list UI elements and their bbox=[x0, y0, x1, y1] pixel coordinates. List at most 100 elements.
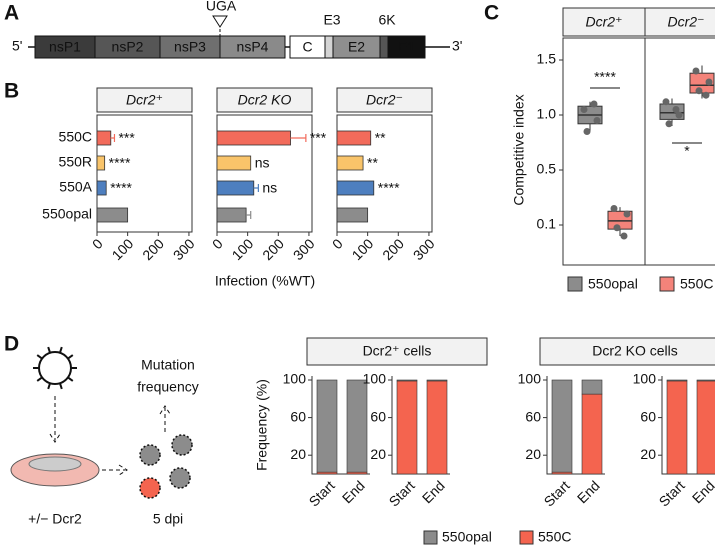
bar-segment bbox=[581, 379, 603, 395]
point bbox=[662, 98, 670, 106]
x-tick-label: 100 bbox=[229, 235, 257, 263]
group-title: Dcr2⁺ cells bbox=[363, 343, 432, 359]
x-tick-label: Start bbox=[386, 477, 418, 509]
virus-spike bbox=[47, 382, 52, 390]
plot-frame bbox=[96, 114, 193, 233]
legend-label: 550opal bbox=[442, 529, 492, 545]
segment-label: C bbox=[302, 39, 312, 55]
facet-title: Dcr2⁻ bbox=[668, 14, 705, 30]
genome-segment bbox=[379, 35, 389, 59]
panel-letter: A bbox=[4, 2, 19, 25]
point bbox=[590, 100, 598, 108]
virus-spike bbox=[58, 382, 63, 390]
segment-label: nsP2 bbox=[112, 39, 144, 55]
y-tick-label: 550C bbox=[59, 129, 92, 145]
group-header bbox=[539, 337, 715, 366]
y-tick-label: 60 bbox=[640, 408, 656, 424]
group-title: Dcr2 KO cells bbox=[592, 343, 678, 359]
x-tick-label: 200 bbox=[139, 235, 167, 263]
point bbox=[705, 78, 713, 86]
panel-letter: C bbox=[484, 2, 499, 25]
y-tick-label: 1.0 bbox=[537, 106, 557, 122]
y-tick-label: 100 bbox=[633, 371, 657, 387]
significance: ns bbox=[262, 180, 277, 196]
y-tick-label: 550R bbox=[59, 154, 92, 170]
y-tick-label: 100 bbox=[363, 371, 387, 387]
segment-label: nsP4 bbox=[237, 39, 269, 55]
bar bbox=[336, 155, 364, 171]
y-tick-label: 60 bbox=[370, 408, 386, 424]
facet-header bbox=[644, 7, 715, 37]
arrow bbox=[102, 464, 128, 476]
segment-label: nsP3 bbox=[174, 39, 206, 55]
bar bbox=[216, 155, 252, 171]
y-tick-label: 1.5 bbox=[537, 51, 557, 67]
significance: **** bbox=[594, 69, 616, 85]
y-tick-label: 60 bbox=[525, 408, 541, 424]
error-bar bbox=[246, 211, 252, 219]
box bbox=[689, 72, 715, 94]
legend-label: 550opal bbox=[588, 276, 638, 292]
three-prime: 3' bbox=[452, 38, 462, 54]
facet-title: Dcr2 KO bbox=[238, 92, 292, 108]
bar bbox=[336, 180, 375, 196]
point bbox=[580, 106, 588, 113]
infected-cell bbox=[169, 467, 191, 489]
arrow bbox=[159, 405, 171, 432]
x-tick-label: 0 bbox=[329, 235, 346, 252]
significance: **** bbox=[110, 180, 132, 196]
bar bbox=[216, 180, 255, 196]
y-tick-label: 20 bbox=[290, 446, 306, 462]
infected-cell bbox=[139, 444, 161, 466]
genome-segment bbox=[324, 35, 334, 59]
legend-label: 550C bbox=[538, 529, 571, 545]
facet-title: Dcr2⁺ bbox=[586, 14, 623, 30]
significance: *** bbox=[310, 130, 327, 146]
stop-marker bbox=[212, 15, 228, 28]
segment-label: E3 bbox=[323, 12, 340, 28]
significance: *** bbox=[118, 130, 135, 146]
x-tick-label: 100 bbox=[349, 235, 377, 263]
stop-codon: UGA bbox=[206, 0, 237, 14]
x-tick-label: Start bbox=[306, 477, 338, 509]
legend-swatch bbox=[423, 530, 438, 545]
facet-header bbox=[96, 87, 193, 113]
bar bbox=[216, 130, 291, 146]
legend-swatch bbox=[659, 276, 675, 292]
infected-cell bbox=[139, 477, 161, 499]
y-tick-label: 100 bbox=[283, 371, 307, 387]
virus-spike bbox=[67, 354, 74, 360]
virus-spike bbox=[36, 376, 43, 382]
error-bar bbox=[253, 184, 259, 192]
bar-segment bbox=[396, 379, 418, 382]
point bbox=[702, 91, 710, 99]
timepoint: 5 dpi bbox=[153, 511, 183, 527]
virus-spike bbox=[67, 376, 74, 382]
significance: ** bbox=[367, 155, 378, 171]
readout: frequency bbox=[137, 379, 198, 395]
bar-segment bbox=[666, 379, 688, 382]
y-tick-label: 0.5 bbox=[537, 161, 557, 177]
y-tick-label: 20 bbox=[640, 446, 656, 462]
y-tick-label: 0.1 bbox=[537, 216, 557, 232]
segment-label: nsP1 bbox=[49, 39, 81, 55]
point bbox=[623, 210, 631, 218]
x-tick-label: End bbox=[574, 477, 603, 506]
readout: Mutation bbox=[141, 357, 195, 373]
dish-cells bbox=[28, 456, 82, 472]
significance: **** bbox=[109, 155, 131, 171]
point bbox=[593, 117, 601, 124]
x-tick-label: 200 bbox=[379, 235, 407, 263]
virus bbox=[38, 351, 72, 385]
x-tick-label: 300 bbox=[410, 235, 438, 263]
virus-spike bbox=[36, 354, 43, 360]
bar bbox=[96, 155, 106, 171]
bar bbox=[336, 207, 369, 223]
infected-cell bbox=[171, 434, 193, 456]
point bbox=[620, 232, 628, 240]
bar-segment bbox=[426, 379, 448, 382]
point bbox=[675, 111, 683, 119]
y-tick-label: 20 bbox=[370, 446, 386, 462]
significance: ** bbox=[375, 130, 386, 146]
